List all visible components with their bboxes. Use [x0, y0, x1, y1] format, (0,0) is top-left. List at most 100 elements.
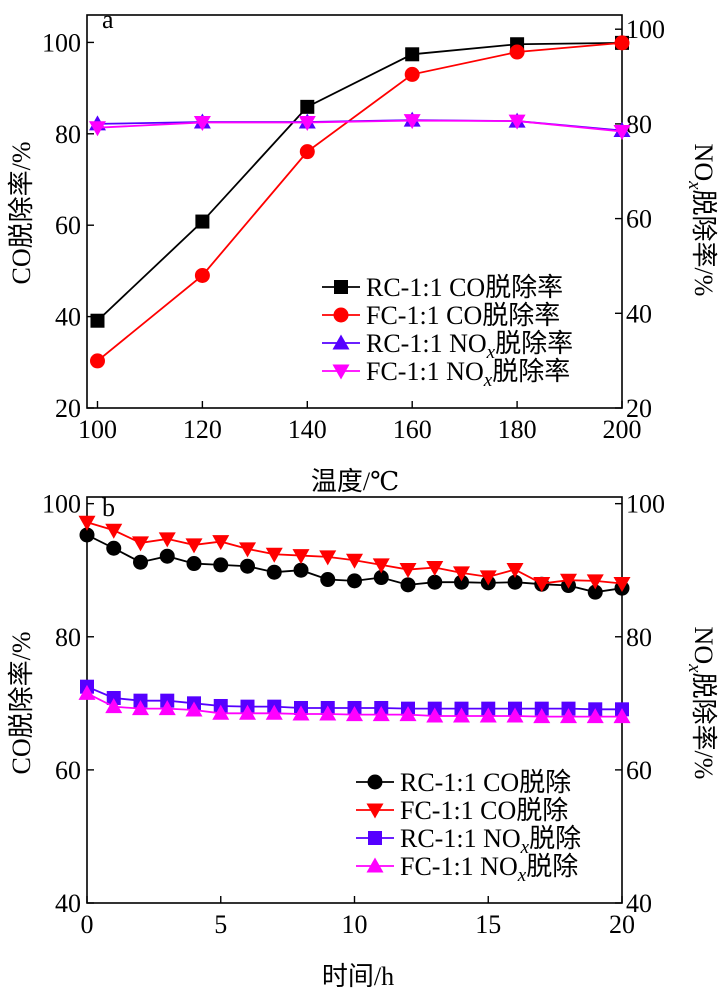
data-point: [560, 573, 577, 589]
series-3: [88, 114, 631, 140]
data-point: [507, 574, 523, 590]
data-point: [213, 557, 229, 573]
data-point: [613, 577, 631, 593]
legend-label: FC-1:1 NOx脱除: [400, 852, 578, 886]
legend-label-main: RC-1:1 NO: [400, 824, 521, 853]
legend-marker: [332, 334, 350, 350]
data-point: [453, 707, 470, 723]
data-point: [212, 704, 230, 720]
x-axis-title: 温度/℃: [311, 467, 399, 496]
x-axis-title: 时间/h: [322, 962, 394, 991]
legend-label: FC-1:1 CO脱除率: [366, 301, 560, 330]
legend-marker: [366, 803, 384, 819]
legend-entry-2: RC-1:1 NOx脱除: [356, 824, 581, 858]
x-tick-label: 5: [214, 910, 227, 939]
y-right-title-subscript: x: [684, 663, 705, 673]
legend-label: RC-1:1 NOx脱除: [400, 824, 581, 858]
data-point: [194, 267, 210, 283]
data-point: [105, 698, 123, 714]
data-point: [293, 562, 309, 578]
y-left-tick-label: 60: [55, 211, 81, 240]
data-point: [79, 527, 95, 543]
y-right-tick-label: 80: [626, 623, 652, 652]
data-point: [508, 114, 526, 130]
y-left-tick-label: 100: [42, 28, 81, 57]
data-point: [133, 554, 148, 570]
legend-entry-1: FC-1:1 CO脱除率: [322, 301, 560, 330]
data-point: [587, 584, 603, 600]
data-point: [158, 532, 176, 548]
legend-label-suffix: 脱除率: [495, 329, 573, 358]
data-point: [186, 556, 202, 572]
series-line: [96, 41, 623, 362]
legend-marker: [333, 307, 349, 323]
y-right-title-subscript: x: [684, 180, 705, 190]
y-left-tick-label: 80: [55, 623, 81, 652]
data-point: [320, 572, 336, 588]
data-point: [586, 574, 604, 590]
data-point: [78, 515, 96, 531]
data-point: [106, 540, 122, 556]
data-point: [299, 144, 315, 160]
y-right-title-suffix: 脱除率/%: [689, 190, 718, 297]
plot-frame: [86, 14, 623, 409]
legend-label: RC-1:1 CO脱除: [400, 768, 571, 797]
data-point: [105, 523, 123, 539]
data-point: [266, 564, 282, 580]
x-tick-label: 160: [393, 415, 432, 444]
legend-marker: [367, 774, 383, 790]
y-right-tick-label: 40: [626, 299, 652, 328]
data-point: [132, 536, 149, 552]
data-point: [373, 570, 389, 586]
legend-entry-3: FC-1:1 NOx脱除: [356, 852, 578, 886]
data-point: [372, 706, 390, 722]
y-right-axis-title: NOx脱除率/%: [684, 627, 718, 780]
data-point: [372, 558, 390, 574]
y-right-title-prefix: NO: [689, 144, 718, 182]
y-left-tick-label: 40: [55, 889, 81, 918]
data-point: [346, 706, 363, 722]
data-point: [239, 542, 256, 558]
y-right-title-prefix: NO: [689, 627, 718, 665]
series-1: [78, 515, 631, 593]
legend-label-subscript: x: [486, 342, 496, 363]
data-point: [319, 705, 337, 721]
data-point: [533, 577, 551, 593]
y-left-tick-label: 60: [55, 756, 81, 785]
legend-marker: [332, 364, 350, 380]
legend-marker: [334, 280, 348, 294]
series-3: [78, 684, 631, 724]
x-tick-label: 200: [603, 415, 642, 444]
data-point: [239, 704, 256, 720]
data-point: [426, 561, 444, 577]
data-point: [265, 704, 283, 720]
y-left-tick-label: 80: [55, 120, 81, 149]
data-point: [78, 684, 96, 700]
legend-marker: [366, 857, 384, 873]
data-point: [479, 570, 497, 586]
data-point: [427, 574, 443, 590]
y-right-tick-label: 80: [626, 110, 652, 139]
legend-label-suffix: 脱除: [529, 824, 581, 853]
y-right-tick-label: 20: [626, 394, 652, 423]
data-point: [405, 47, 420, 62]
data-point: [346, 553, 363, 569]
data-point: [453, 566, 470, 582]
data-point: [399, 706, 417, 722]
data-point: [404, 66, 420, 82]
data-point: [509, 44, 525, 60]
y-right-tick-label: 60: [626, 756, 652, 785]
data-point: [506, 707, 524, 723]
data-point: [560, 708, 577, 724]
series-line: [97, 119, 623, 133]
data-point: [454, 574, 469, 590]
x-tick-label: 120: [183, 415, 222, 444]
data-point: [319, 550, 337, 566]
data-point: [292, 705, 310, 721]
series-1: [89, 35, 630, 369]
y-left-axis-title: CO脱除率/%: [7, 141, 36, 284]
legend-label-subscript: x: [517, 865, 527, 886]
y-left-tick-label: 100: [42, 490, 81, 519]
